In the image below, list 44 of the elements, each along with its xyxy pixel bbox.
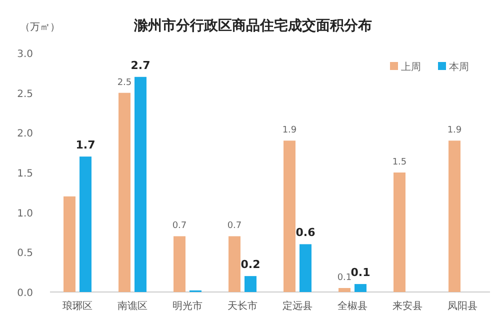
y-tick-label: 2.0 xyxy=(17,128,33,140)
x-tick-label: 定远县 xyxy=(282,300,312,312)
bar xyxy=(174,236,186,292)
data-label: 0.1 xyxy=(337,273,352,284)
y-tick-label: 1.5 xyxy=(17,168,33,180)
bar xyxy=(354,284,366,292)
y-tick-label: 0.0 xyxy=(17,288,33,299)
data-label: 1.5 xyxy=(392,158,407,168)
y-tick-label: 0.5 xyxy=(17,248,33,260)
bar xyxy=(300,244,312,292)
bar xyxy=(244,276,256,292)
data-label: 2.7 xyxy=(130,58,150,72)
bar xyxy=(80,156,92,292)
bar xyxy=(64,196,76,292)
x-tick-label: 琅琊区 xyxy=(62,300,92,312)
bar xyxy=(338,288,350,292)
data-label: 0.6 xyxy=(296,226,316,240)
x-tick-label: 来安县 xyxy=(392,300,422,312)
data-label: 2.5 xyxy=(117,78,132,88)
legend-label: 上周 xyxy=(401,61,421,73)
y-axis-title: （万㎡） xyxy=(20,22,60,33)
bar xyxy=(284,140,296,292)
x-tick-label: 全椒县 xyxy=(338,300,368,312)
chart-title: 滁州市分行政区商品住宅成交面积分布 xyxy=(133,17,372,34)
y-tick-label: 3.0 xyxy=(17,49,33,60)
data-label: 1.9 xyxy=(447,126,462,136)
x-tick-label: 凤阳县 xyxy=(448,301,478,312)
data-label: 1.9 xyxy=(282,126,297,136)
bar xyxy=(228,236,240,292)
legend-label: 本周 xyxy=(449,61,469,73)
data-label: 0.7 xyxy=(227,221,242,232)
y-tick-label: 2.5 xyxy=(17,88,33,100)
bar xyxy=(118,92,130,292)
x-tick-label: 天长市 xyxy=(228,300,258,312)
data-label: 1.7 xyxy=(76,138,96,152)
bar xyxy=(394,172,406,292)
bar xyxy=(448,140,460,292)
data-label: 0.7 xyxy=(172,221,187,232)
data-label: 0.2 xyxy=(240,258,260,272)
y-tick-label: 1.0 xyxy=(17,208,33,220)
x-tick-label: 南谯区 xyxy=(118,300,148,312)
x-tick-label: 明光市 xyxy=(172,300,202,312)
bar xyxy=(134,76,146,292)
data-label: 0.1 xyxy=(350,266,370,280)
